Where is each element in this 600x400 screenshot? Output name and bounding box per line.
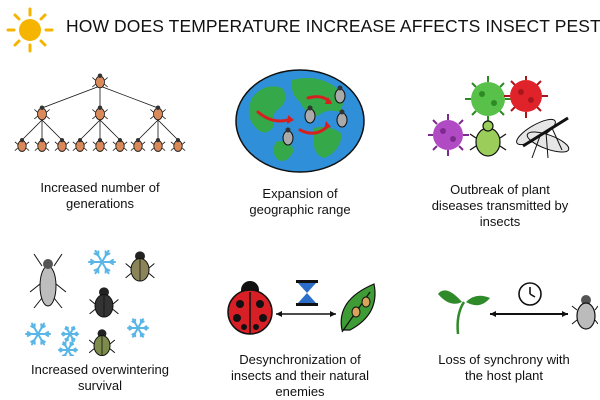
panel-host-plant: Loss of synchrony with the host plant (400, 240, 600, 400)
beetle-icon (125, 251, 155, 282)
caption-overwintering: Increased overwintering survival (0, 362, 200, 394)
caption-line: Expansion of (262, 186, 338, 201)
beetle-icon (88, 329, 116, 356)
caption-line: generations (66, 196, 134, 211)
caption-line: Desynchronization of (239, 352, 361, 367)
panel-overwintering: Increased overwintering survival (0, 240, 200, 400)
insect-icon (14, 138, 30, 152)
sun-icon (6, 7, 54, 53)
panel-geographic-range: Expansion of geographic range (200, 68, 400, 228)
caption-line: insects (479, 214, 521, 229)
insect-icon (34, 105, 50, 121)
insect-icon (92, 73, 108, 89)
caption-host-plant: Loss of synchrony with the host plant (408, 352, 600, 384)
insect-icon (34, 138, 50, 152)
insect-icon (92, 138, 108, 152)
caption-disease-outbreak: Outbreak of plant diseases transmitted b… (400, 182, 600, 230)
globe-with-insects-icon (235, 69, 365, 173)
snowflake-icon (25, 322, 51, 346)
caption-line: Loss of synchrony with (438, 352, 570, 367)
snowflake-icon (127, 318, 149, 338)
caption-line: Increased overwintering (30, 362, 170, 377)
caption-line: Outbreak of plant (450, 182, 550, 197)
caption-line: geographic range (249, 202, 351, 217)
pathogens-and-insects-icon (428, 76, 570, 159)
insect-icon (54, 138, 70, 152)
cricket-icon (29, 253, 67, 309)
ladybug-hourglass-leaf-icon (227, 280, 376, 335)
header: HOW DOES TEMPERATURE INCREASE AFFECTS IN… (0, 0, 600, 60)
caption-line: enemies (275, 384, 325, 399)
insect-icon (170, 138, 186, 152)
page-title: HOW DOES TEMPERATURE INCREASE AFFECTS IN… (66, 16, 600, 36)
beetle-icon (89, 287, 119, 318)
seedling-clock-bug-icon (438, 282, 598, 335)
insect-icon (150, 105, 166, 121)
caption-line: the host plant (464, 368, 544, 383)
insect-icon (92, 105, 108, 121)
caption-geographic-range: Expansion of geographic range (200, 186, 400, 218)
panel-disease-outbreak: Outbreak of plant diseases transmitted b… (400, 68, 600, 238)
insect-icon (130, 138, 146, 152)
snowflake-icon (58, 341, 78, 356)
snowflake-icon (88, 250, 116, 275)
insect-generation-tree-icon (14, 73, 186, 152)
caption-line: Increased number of (40, 180, 160, 195)
caption-generations: Increased number of generations (0, 180, 200, 212)
caption-line: survival (77, 378, 123, 393)
snowflake-icon (61, 326, 79, 342)
caption-natural-enemies: Desynchronization of insects and their n… (200, 352, 400, 400)
panel-natural-enemies: Desynchronization of insects and their n… (200, 240, 400, 400)
snowflakes-and-beetles-icon (25, 250, 155, 356)
insect-icon (112, 138, 128, 152)
panel-generations: Increased number of generations (0, 68, 200, 228)
caption-line: insects and their natural (230, 368, 370, 383)
insect-icon (150, 138, 166, 152)
insect-icon (72, 138, 88, 152)
caption-line: diseases transmitted by (431, 198, 569, 213)
